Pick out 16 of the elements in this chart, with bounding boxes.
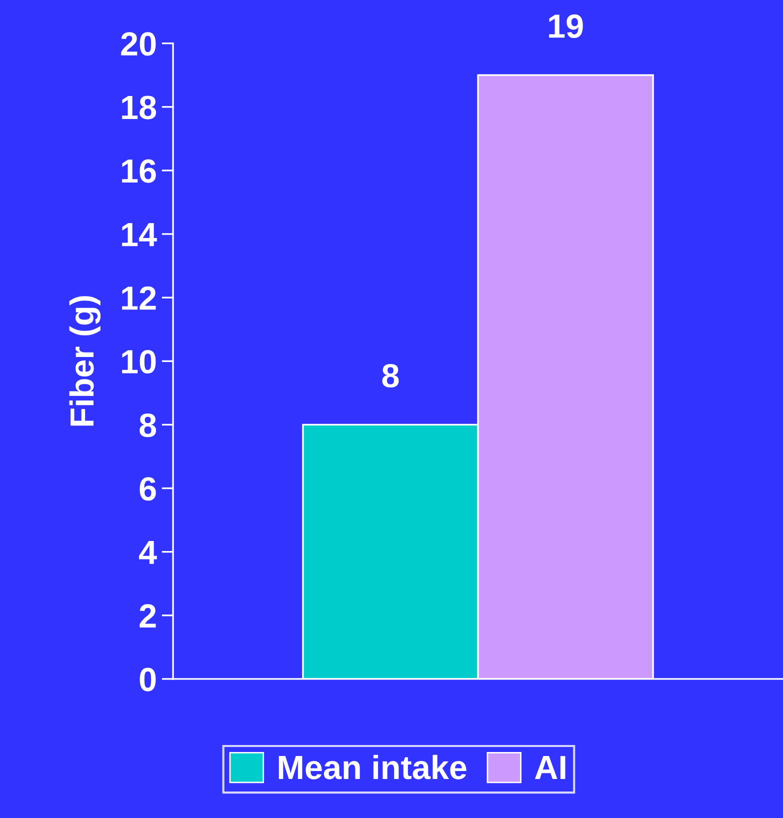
y-tick-label: 14 (122, 223, 157, 246)
y-tick-label: 0 (140, 668, 156, 692)
y-tick-label: 8 (140, 414, 156, 438)
y-tick-label: 10 (122, 350, 156, 374)
y-tick-label: 18 (122, 96, 156, 120)
y-tick-label: 20 (121, 32, 156, 56)
y-tick-label: 4 (139, 540, 157, 564)
y-tick-label: 16 (122, 159, 156, 183)
legend-label: Mean intake (278, 754, 466, 780)
y-tick-label: 2 (140, 604, 156, 628)
legend-label: AI (534, 756, 566, 779)
y-axis-title: Fiber (g) (69, 296, 101, 426)
y-tick-label: 12 (122, 286, 156, 310)
y-tick-label: 6 (140, 477, 156, 501)
data-label: 19 (549, 14, 583, 38)
data-label: 8 (382, 364, 399, 388)
